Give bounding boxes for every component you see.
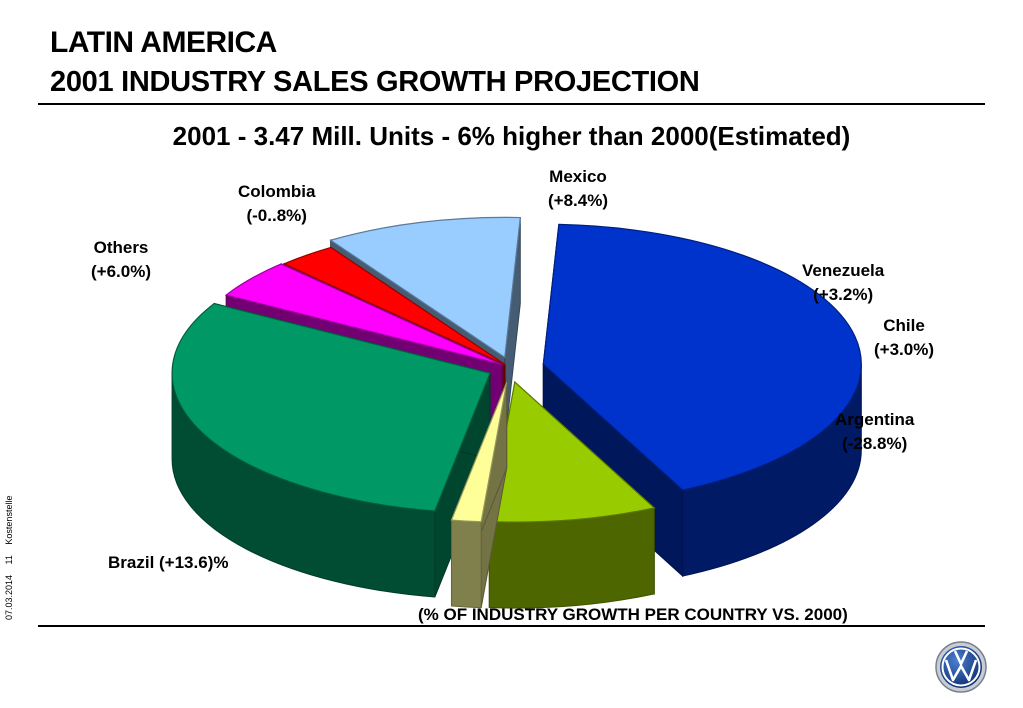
label-mexico-growth: (+8.4%) <box>548 191 608 210</box>
pie-slice-venezuela-top <box>224 263 503 366</box>
label-others-name: Others <box>93 238 149 257</box>
label-brazil-name: Brazil (+13.6)% <box>108 553 229 572</box>
pie-slice-colombia-top <box>450 381 508 523</box>
pie-slice-others-top <box>488 380 656 523</box>
label-colombia: Colombia (-0..8%) <box>238 180 315 228</box>
label-argentina-name: Argentina <box>835 410 915 429</box>
pie-slice-colombia <box>450 381 508 609</box>
label-argentina-growth: (-28.8%) <box>842 434 908 453</box>
label-venezuela-growth: (+3.2%) <box>813 285 874 304</box>
label-venezuela: Venezuela (+3.2%) <box>802 259 884 307</box>
label-colombia-growth: (-0..8%) <box>246 206 307 225</box>
side-date: 07.03.2014 <box>4 574 14 620</box>
vw-logo <box>935 641 987 693</box>
label-chile: Chile (+3.0%) <box>874 314 934 362</box>
pie-slice-argentina-top <box>329 216 521 359</box>
footer-divider <box>38 625 985 627</box>
pie-slice-mexico <box>171 302 491 598</box>
side-dept: Kostenstelle <box>4 495 14 545</box>
title-divider <box>38 103 985 105</box>
slide-title-line1: LATIN AMERICA <box>50 26 277 59</box>
label-colombia-name: Colombia <box>238 182 316 201</box>
chart-subtitle: 2001 - 3.47 Mill. Units - 6% higher than… <box>172 121 851 151</box>
pie-slice-mexico-top <box>171 302 491 512</box>
pie-slice-chile-top <box>282 246 506 366</box>
label-brazil: Brazil (+13.6)% <box>108 551 228 575</box>
label-chile-name: Chile <box>883 316 925 335</box>
label-mexico: Mexico (+8.4%) <box>548 165 608 213</box>
pie-slice-colombia-side-0 <box>450 519 482 609</box>
label-chile-growth: (+3.0%) <box>874 340 934 359</box>
pie-slice-others <box>488 380 656 609</box>
chart-footnote: (% OF INDUSTRY GROWTH PER COUNTRY VS. 20… <box>418 605 848 624</box>
side-page-number: 11 <box>4 555 14 565</box>
label-venezuela-name: Venezuela <box>802 261 885 280</box>
label-mexico-name: Mexico <box>549 167 607 186</box>
label-argentina: Argentina (-28.8%) <box>835 408 914 456</box>
side-footer: 07.03.2014 11 Kostenstelle <box>4 488 14 620</box>
slide-title-line2: 2001 INDUSTRY SALES GROWTH PROJECTION <box>50 66 700 98</box>
label-others-growth: (+6.0%) <box>91 262 151 281</box>
pie-slice-others-side-0 <box>488 507 655 609</box>
label-others: Others (+6.0%) <box>91 236 151 284</box>
pie-slice-brazil-top <box>542 223 862 491</box>
